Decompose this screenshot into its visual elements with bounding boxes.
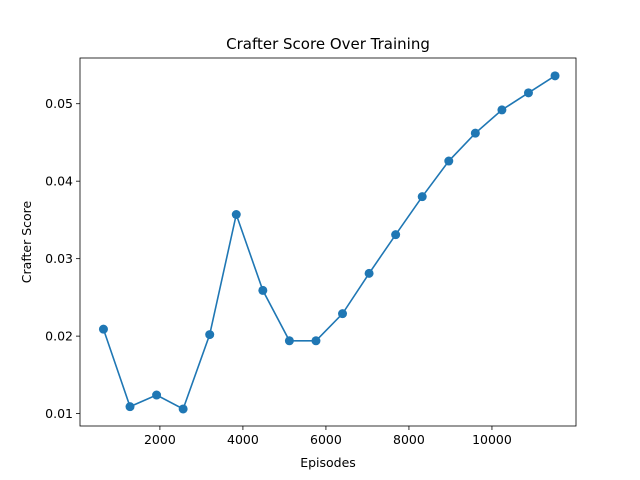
data-point xyxy=(284,336,294,346)
y-tick-label: 0.04 xyxy=(45,174,73,189)
data-point xyxy=(205,330,215,340)
data-point xyxy=(258,285,268,295)
data-point xyxy=(364,268,374,278)
data-point xyxy=(444,156,454,166)
y-axis: 0.01 0.02 0.03 0.04 0.05 xyxy=(45,96,80,421)
data-point xyxy=(311,336,321,346)
x-tick-label: 2000 xyxy=(144,432,176,447)
x-tick-label: 10000 xyxy=(472,432,512,447)
y-tick-label: 0.03 xyxy=(45,251,73,266)
y-tick-label: 0.02 xyxy=(45,329,73,344)
data-point xyxy=(338,309,348,319)
x-axis-label: Episodes xyxy=(300,455,356,470)
y-axis-label: Crafter Score xyxy=(19,200,34,283)
plot-series xyxy=(98,71,560,414)
data-point xyxy=(523,88,533,98)
x-tick-label: 4000 xyxy=(227,432,259,447)
data-point xyxy=(550,71,560,81)
data-point xyxy=(497,105,507,115)
x-tick-label: 8000 xyxy=(393,432,425,447)
data-point xyxy=(391,230,401,240)
x-axis: 2000 4000 6000 8000 10000 xyxy=(144,426,512,447)
data-point xyxy=(98,324,108,334)
data-point xyxy=(178,404,188,414)
y-tick-label: 0.01 xyxy=(45,406,73,421)
data-point xyxy=(231,209,241,219)
y-tick-label: 0.05 xyxy=(45,96,73,111)
data-point xyxy=(125,402,135,412)
plot-frame xyxy=(79,57,577,427)
data-point xyxy=(417,192,427,202)
series-line xyxy=(102,75,556,411)
chart-title: Crafter Score Over Training xyxy=(226,35,430,53)
x-tick-label: 6000 xyxy=(310,432,342,447)
data-point xyxy=(470,128,480,138)
data-point xyxy=(152,390,162,400)
